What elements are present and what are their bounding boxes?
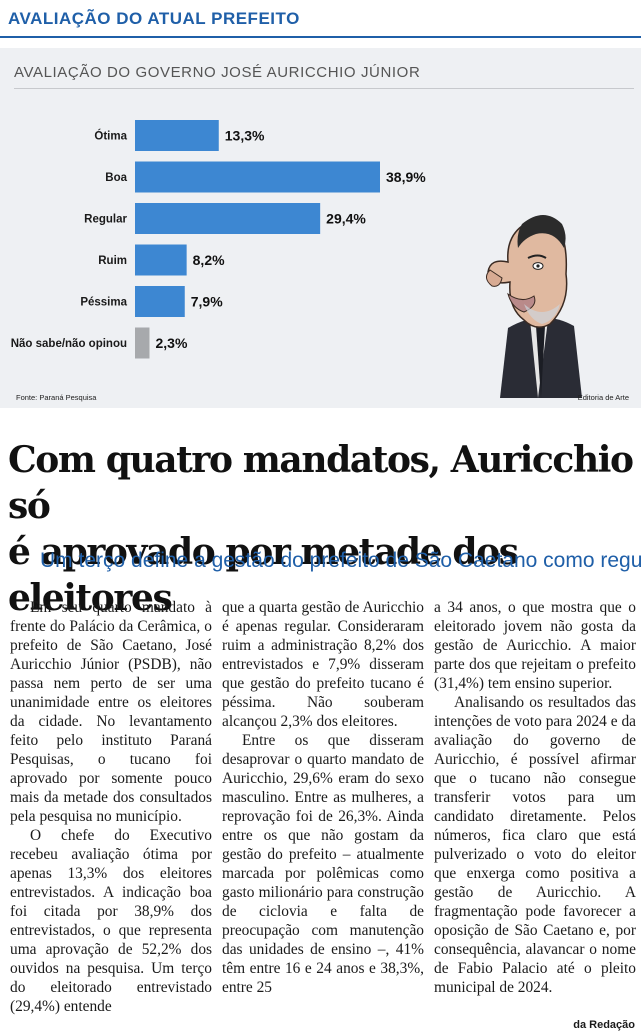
headline-line-2: é aprovado por metade dos eleitores [8,531,519,619]
headline: Com quatro mandatos, Auricchio só é apro… [8,437,638,621]
byline: da Redação [569,1019,635,1031]
value-label: 8,2% [193,252,225,268]
article-body: Em seu quarto mandato à frente do Paláci… [10,598,636,1030]
mayor-caricature-illustration [486,215,582,398]
bar [135,244,187,276]
bar [135,286,185,317]
article-column-3: a 34 anos, o que mostra que o eleitorado… [434,598,636,1030]
bar [135,327,150,359]
value-label: 13,3% [225,128,265,144]
value-label: 7,9% [191,294,223,310]
bar [135,203,321,234]
chart-source: Fonte: Paraná Pesquisa [16,393,97,402]
value-label: 2,3% [155,335,187,351]
art-credit: Editoria de Arte [577,393,629,402]
paragraph: a 34 anos, o que mostra que o eleitorado… [434,599,636,692]
chart-title-rule [14,88,634,89]
chart-title: AVALIAÇÃO DO GOVERNO JOSÉ AURICCHIO JÚNI… [14,64,421,81]
section-rule [0,36,641,38]
infographic: AVALIAÇÃO DO GOVERNO JOSÉ AURICCHIO JÚNI… [0,48,641,408]
value-label: 29,4% [326,211,366,227]
paragraph: Entre os que disseram desaprovar o quart… [222,732,424,996]
headline-line-1: Com quatro mandatos, Auricchio só [8,439,634,527]
section-title: AVALIAÇÃO DO ATUAL PREFEITO [8,9,300,28]
paragraph: Analisando os resultados das intenções d… [434,694,636,996]
category-label: Boa [105,172,127,184]
article-column-1: Em seu quarto mandato à frente do Paláci… [10,598,212,1030]
bar-chart: Ótima 13,3% Boa 38,9% Regular 29,4% Ruim 8,2% Pé… [11,120,426,359]
bar [135,120,219,151]
category-label: Regular [84,214,127,226]
article-column-2: que a quarta gestão de Auricchio é apena… [222,598,424,1030]
category-label: Péssima [80,297,127,309]
category-label: Ruim [98,255,127,267]
category-label: Não sabe/não opinou [11,338,127,350]
subheadline: Um terço define a gestão do prefeito de … [40,549,641,572]
paragraph: O chefe do Executivo recebeu avaliação ó… [10,827,212,1015]
value-label: 38,9% [386,169,426,185]
bar [135,161,380,193]
category-label: Ótima [94,130,127,143]
paragraph: Em seu quarto mandato à frente do Paláci… [10,599,212,825]
paragraph: que a quarta gestão de Auricchio é apena… [222,599,424,730]
section-header: AVALIAÇÃO DO ATUAL PREFEITO [0,0,641,42]
